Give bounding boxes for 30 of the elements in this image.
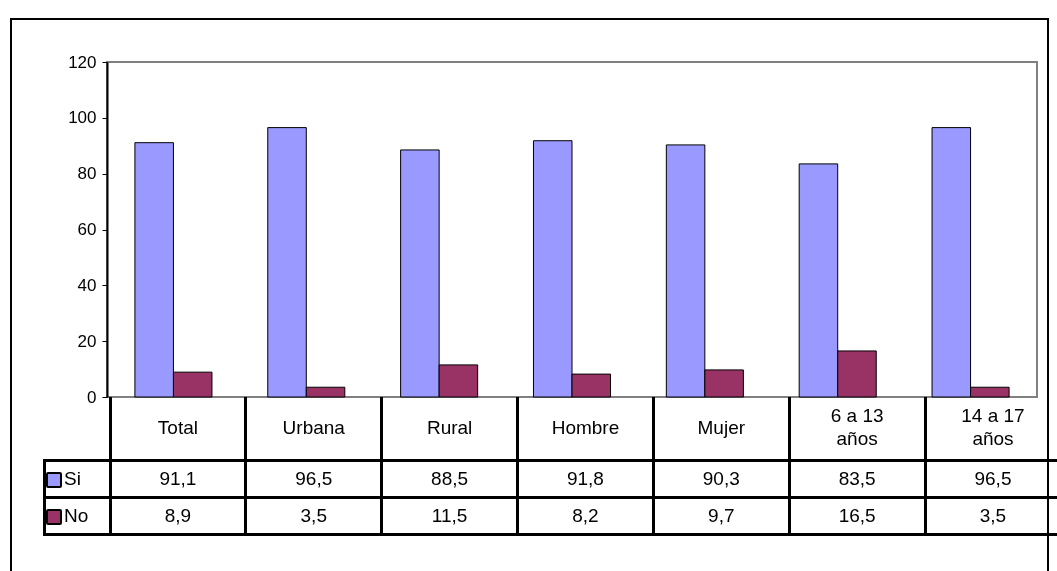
- data-label: 8,9: [110, 497, 246, 535]
- data-label: 91,1: [110, 460, 246, 498]
- x-tick-label: Mujer: [697, 416, 746, 440]
- data-label: 11,5: [381, 497, 518, 535]
- y-tick-label: 80: [77, 164, 97, 184]
- data-label: 90,3: [653, 460, 790, 498]
- data-label: 83,5: [789, 460, 926, 498]
- x-tick-label: Urbana: [282, 416, 345, 440]
- y-tick-label: 100: [68, 108, 97, 128]
- data-label: 9,7: [653, 497, 790, 535]
- x-tick-label: Rural: [426, 416, 473, 440]
- data-label: 96,5: [245, 460, 382, 498]
- y-tick-label: 20: [77, 331, 97, 351]
- x-tick-label: Total: [157, 416, 198, 440]
- legend-label: Si: [44, 460, 110, 498]
- data-label: 3,5: [925, 497, 1057, 535]
- x-tick-label: 14 a 17 años: [960, 405, 1026, 451]
- data-label: 96,5: [925, 460, 1057, 498]
- legend-label: No: [44, 497, 110, 535]
- y-tick-label: 40: [77, 275, 97, 295]
- data-label: 8,2: [517, 497, 654, 535]
- y-tick-label: 120: [68, 52, 97, 72]
- x-tick-label: Hombre: [551, 416, 620, 440]
- data-label: 16,5: [789, 497, 926, 535]
- data-label: 88,5: [381, 460, 518, 498]
- y-tick-label: 60: [77, 220, 97, 239]
- x-tick-label: 6 a 13 años: [829, 405, 885, 451]
- y-tick-label: 0: [87, 387, 97, 407]
- data-label: 3,5: [245, 497, 382, 535]
- data-label: 91,8: [517, 460, 654, 498]
